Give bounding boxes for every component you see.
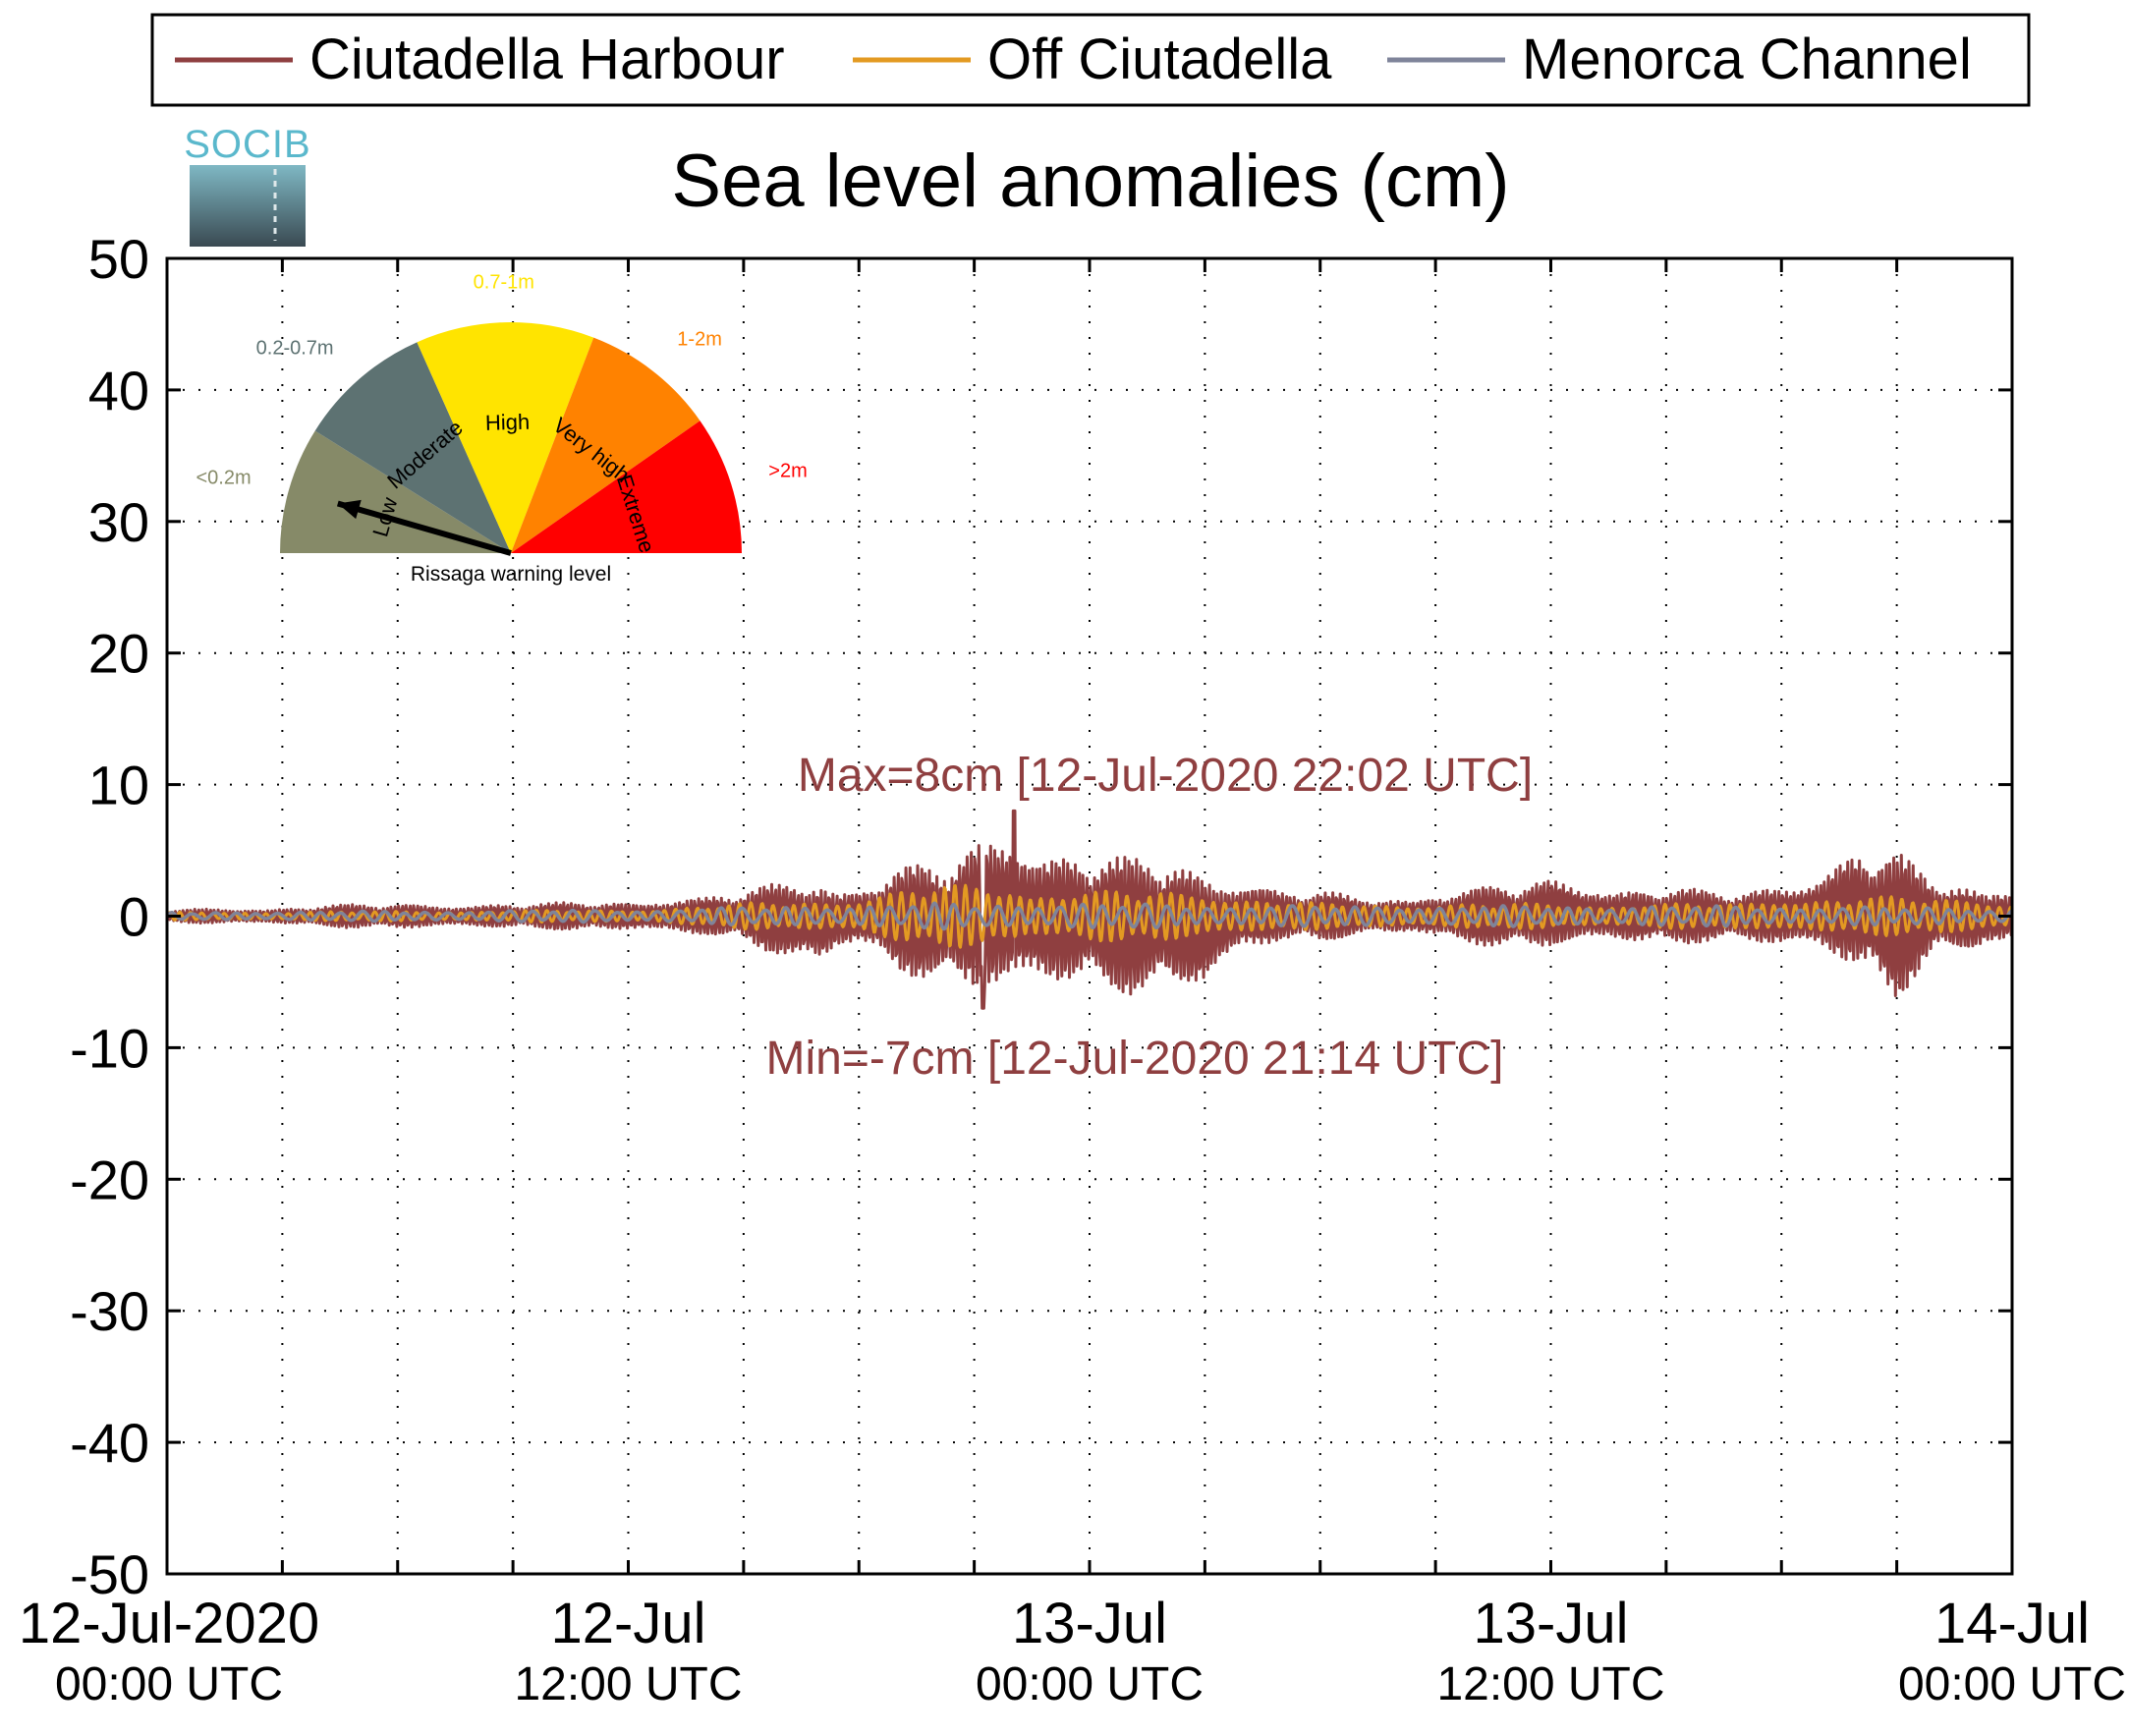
y-tick-label: 10 (88, 755, 149, 816)
min-annotation: Min=-7cm [12-Jul-2020 21:14 UTC] (766, 1033, 1504, 1085)
x-tick-label-time: 12:00 UTC (514, 1658, 742, 1710)
y-tick-label: -50 (70, 1543, 149, 1605)
series-layer (167, 809, 2012, 1010)
legend-label-menorca-channel: Menorca Channel (1522, 28, 1972, 91)
series-line-menorca-channel (167, 901, 2012, 931)
x-tick-label-date: 12-Jul-2020 (19, 1592, 319, 1655)
x-tick-label-time: 00:00 UTC (55, 1658, 283, 1710)
gauge-needle (336, 500, 512, 556)
y-tick-label: -20 (70, 1148, 149, 1210)
gauge-range-low: <0.2m (196, 467, 251, 488)
x-tick-label-date: 12-Jul (551, 1592, 706, 1655)
gauge-segment-moderate (314, 342, 511, 553)
gauge-range-very-high: 1-2m (677, 329, 722, 351)
gauge-needle-head (337, 499, 362, 520)
y-tick-label: 40 (88, 360, 149, 421)
max-annotation: Max=8cm [12-Jul-2020 22:02 UTC] (798, 750, 1533, 802)
gauge-segment-extreme (511, 420, 742, 553)
gauge-caption: Rissaga warning level (411, 563, 611, 586)
y-tick-label: -40 (70, 1412, 149, 1474)
gauge-range-extreme: >2m (768, 461, 807, 482)
logo-text: SOCIB (184, 123, 310, 166)
y-tick-label: 0 (119, 886, 149, 948)
gauge-pointer (336, 499, 512, 556)
gauge-ranges: <0.2m 0.2-0.7m 0.7-1m 1-2m >2m (196, 271, 807, 488)
gauge-segment-high (417, 322, 594, 553)
legend-item-harbour: Ciutadella Harbour (175, 28, 785, 91)
gauge-range-moderate: 0.2-0.7m (256, 338, 334, 360)
gauge-range-high: 0.7-1m (474, 271, 534, 293)
legend-item-menorca-channel: Menorca Channel (1387, 28, 1972, 91)
logo-water (190, 165, 306, 247)
x-tick-label-date: 13-Jul (1474, 1592, 1629, 1655)
chart-title: Sea level anomalies (cm) (671, 140, 1509, 223)
y-tick-label: -30 (70, 1280, 149, 1342)
x-tick-label-time: 00:00 UTC (976, 1658, 1204, 1710)
x-tick-label-date: 13-Jul (1012, 1592, 1167, 1655)
y-axis: 50 40 30 20 10 0 -10 -20 -30 -40 -50 (70, 228, 2012, 1605)
gauge-segment-low (280, 430, 511, 553)
legend-label-off-ciutadella: Off Ciutadella (987, 28, 1332, 91)
x-tick-label-date: 14-Jul (1934, 1592, 2090, 1655)
y-tick-label: 50 (88, 228, 149, 290)
legend-item-off-ciutadella: Off Ciutadella (853, 28, 1332, 91)
y-tick-label: 20 (88, 623, 149, 685)
x-tick-label-time: 12:00 UTC (1436, 1658, 1664, 1710)
x-tick-label-time: 00:00 UTC (1898, 1658, 2126, 1710)
socib-logo: SOCIB (184, 123, 310, 247)
legend-box (150, 13, 2031, 107)
gauge-label-high: High (485, 410, 531, 435)
gauge-segment-very-high (511, 337, 700, 553)
y-tick-label: -10 (70, 1017, 149, 1079)
gauge-segments (280, 322, 742, 553)
y-tick-label: 30 (88, 491, 149, 553)
legend-label-harbour: Ciutadella Harbour (309, 28, 785, 91)
legend: Ciutadella Harbour Off Ciutadella Menorc… (150, 13, 2031, 107)
